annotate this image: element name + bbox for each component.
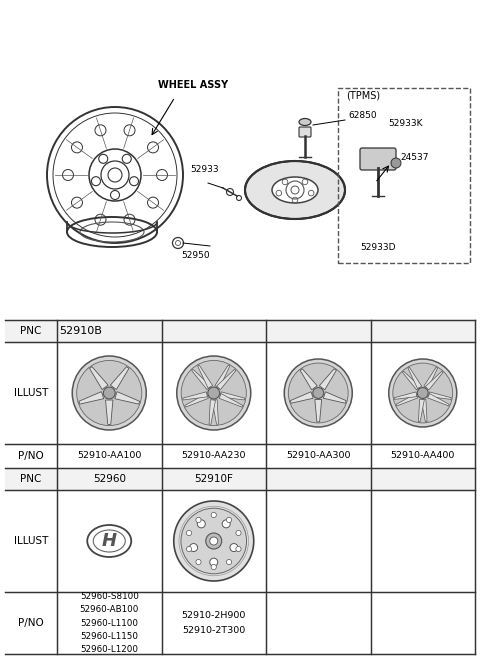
Circle shape	[103, 387, 115, 399]
Polygon shape	[115, 392, 140, 404]
Text: 52933: 52933	[191, 165, 219, 174]
Circle shape	[236, 547, 241, 552]
Polygon shape	[106, 400, 113, 424]
Polygon shape	[110, 367, 129, 390]
Ellipse shape	[245, 161, 345, 219]
Text: 52910B: 52910B	[59, 326, 102, 336]
Polygon shape	[408, 367, 422, 388]
Circle shape	[208, 387, 220, 399]
FancyBboxPatch shape	[299, 127, 311, 137]
Circle shape	[72, 356, 146, 430]
Circle shape	[197, 520, 205, 528]
Circle shape	[181, 361, 246, 426]
Polygon shape	[219, 394, 243, 407]
Bar	[338, 88, 470, 263]
Polygon shape	[185, 394, 208, 407]
Text: 52910F: 52910F	[194, 474, 233, 484]
Text: P/NO: P/NO	[18, 451, 44, 461]
Polygon shape	[394, 392, 417, 399]
Circle shape	[196, 517, 201, 522]
Circle shape	[230, 543, 238, 551]
Polygon shape	[300, 369, 317, 390]
Text: 52910-AA230: 52910-AA230	[181, 451, 246, 461]
Text: (TPMS): (TPMS)	[346, 90, 380, 100]
Text: PNC: PNC	[20, 474, 42, 484]
Text: 24537: 24537	[400, 153, 429, 162]
Circle shape	[236, 530, 241, 535]
Bar	[5, 468, 475, 490]
Text: 52910-AA400: 52910-AA400	[391, 451, 455, 461]
Circle shape	[77, 361, 142, 426]
Polygon shape	[319, 369, 336, 390]
Polygon shape	[209, 399, 216, 424]
Polygon shape	[424, 367, 438, 388]
Circle shape	[227, 559, 232, 564]
Circle shape	[177, 356, 251, 430]
Polygon shape	[90, 367, 108, 390]
Text: P/NO: P/NO	[18, 618, 44, 628]
Circle shape	[211, 512, 216, 518]
Text: 52960: 52960	[93, 474, 126, 484]
Polygon shape	[79, 392, 104, 404]
Polygon shape	[315, 399, 322, 422]
Ellipse shape	[299, 118, 311, 125]
Polygon shape	[324, 392, 346, 403]
Text: ILLUST: ILLUST	[14, 536, 48, 546]
Polygon shape	[396, 394, 418, 406]
Polygon shape	[220, 392, 245, 400]
Circle shape	[181, 509, 247, 574]
Polygon shape	[212, 399, 218, 424]
Polygon shape	[216, 369, 236, 390]
Ellipse shape	[272, 177, 318, 203]
Text: 62850: 62850	[348, 111, 377, 120]
Text: 52960-S8100
52960-AB100
52960-L1100
52960-L1150
52960-L1200: 52960-S8100 52960-AB100 52960-L1100 5296…	[80, 592, 139, 654]
Circle shape	[190, 543, 198, 551]
Circle shape	[313, 388, 324, 398]
Text: 52933K: 52933K	[388, 119, 422, 128]
FancyBboxPatch shape	[360, 148, 396, 170]
Circle shape	[222, 520, 230, 528]
Text: 52933D: 52933D	[360, 243, 396, 252]
Circle shape	[288, 363, 348, 423]
Text: WHEEL ASSY: WHEEL ASSY	[158, 80, 228, 90]
Polygon shape	[425, 371, 443, 390]
Circle shape	[389, 359, 457, 427]
Circle shape	[393, 363, 453, 423]
Text: 52950: 52950	[182, 251, 210, 260]
Text: 52910-AA100: 52910-AA100	[77, 451, 142, 461]
Circle shape	[196, 559, 201, 564]
Polygon shape	[421, 399, 427, 422]
Polygon shape	[215, 365, 230, 388]
Polygon shape	[192, 369, 211, 390]
Polygon shape	[428, 394, 449, 406]
Text: PNC: PNC	[20, 326, 42, 336]
Circle shape	[227, 517, 232, 522]
Polygon shape	[183, 392, 207, 400]
Polygon shape	[290, 392, 313, 403]
Text: ILLUST: ILLUST	[14, 388, 48, 398]
Circle shape	[210, 537, 218, 545]
Polygon shape	[198, 365, 213, 388]
Text: 52910-2H900
52910-2T300: 52910-2H900 52910-2T300	[181, 611, 246, 635]
Bar	[5, 320, 475, 342]
Text: H: H	[102, 532, 117, 550]
Circle shape	[211, 564, 216, 570]
Polygon shape	[419, 399, 424, 422]
Text: 52910-AA300: 52910-AA300	[286, 451, 350, 461]
Circle shape	[186, 530, 192, 535]
Circle shape	[206, 533, 222, 549]
Circle shape	[417, 388, 428, 398]
Polygon shape	[402, 371, 420, 390]
Circle shape	[284, 359, 352, 427]
Circle shape	[186, 547, 192, 552]
Circle shape	[174, 501, 254, 581]
Circle shape	[210, 558, 218, 566]
Circle shape	[391, 158, 401, 168]
Polygon shape	[429, 392, 451, 399]
